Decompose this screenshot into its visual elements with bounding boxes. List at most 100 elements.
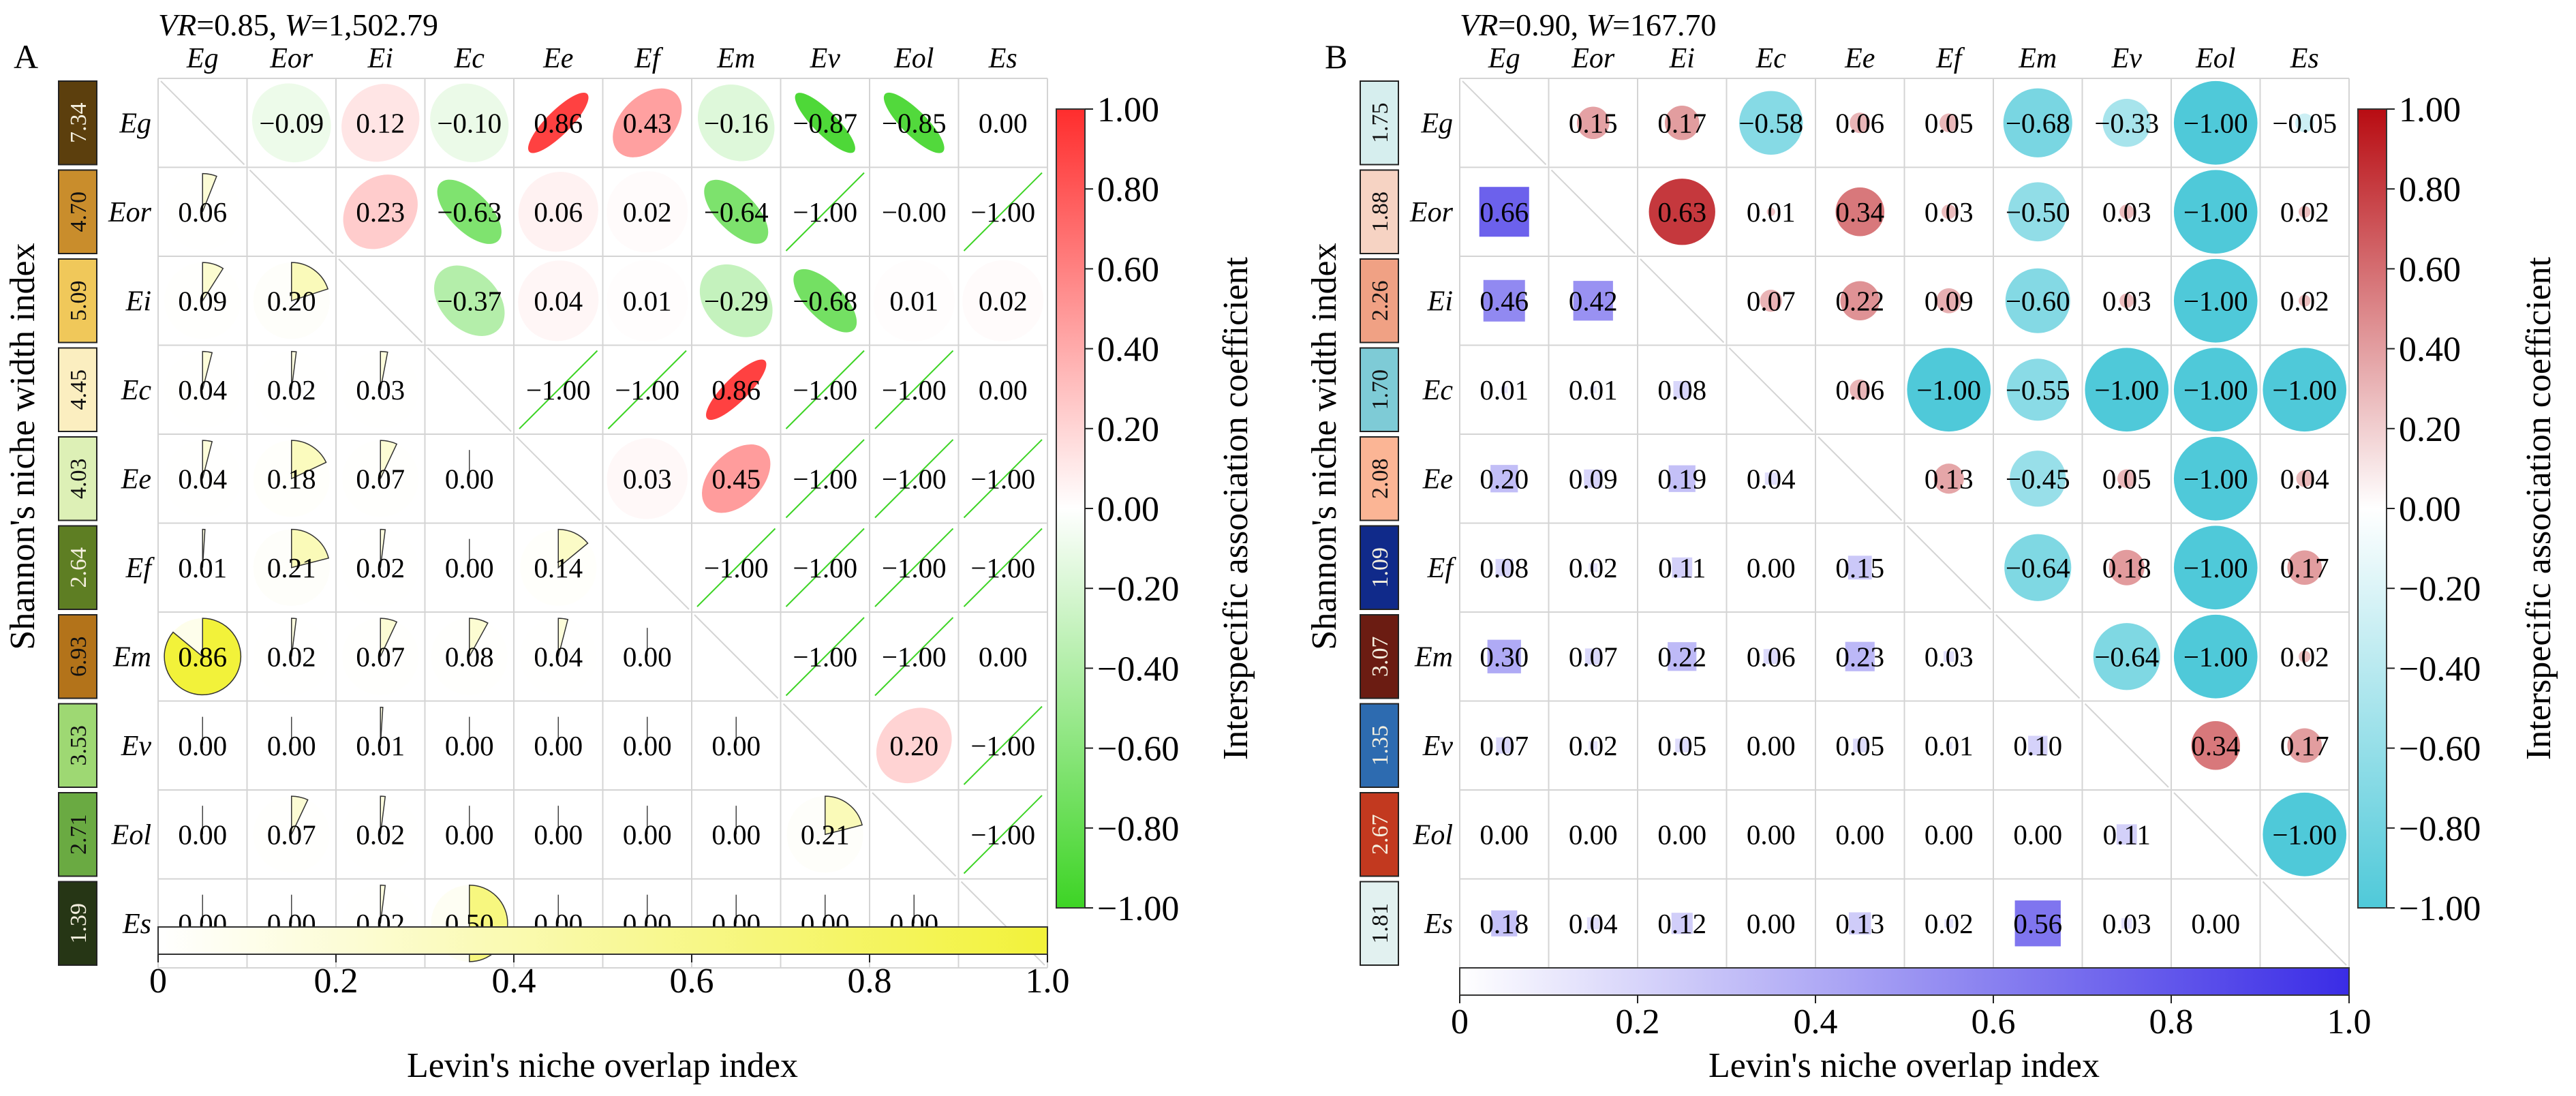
- panel-b-association-value: 0.17: [2280, 730, 2329, 761]
- panel-a-diagonal-slash: [427, 347, 512, 432]
- panel-b-overlap-value: 0.01: [1925, 730, 1974, 761]
- panel-b-association-value: −1.00: [2183, 285, 2248, 316]
- panel-b-association-value: 0.06: [1835, 107, 1884, 138]
- panel-b-association-value: 0.34: [1835, 196, 1884, 228]
- panel-a-association-value: −1.00: [526, 374, 591, 406]
- panel-a-association-value: 0.03: [623, 463, 672, 494]
- panel-b-row-label: Ev: [1422, 731, 1454, 762]
- panel-b-overlap-value: 0.20: [1479, 463, 1529, 494]
- panel-a-overlap-value: 0.00: [445, 730, 494, 761]
- panel-b-diagonal-slash: [1550, 169, 1636, 254]
- panel-a-association-value: −1.00: [793, 196, 857, 228]
- panel-b-association-value: 0.04: [2280, 463, 2329, 494]
- panel-b-overlap-value: 0.00: [2191, 908, 2240, 939]
- panel-a-association-ellipse: [527, 92, 589, 153]
- panel-b-overlap-square: [2121, 917, 2132, 929]
- panel-a-column-label: Em: [716, 43, 755, 74]
- panel-a-column-label: Eor: [269, 43, 313, 74]
- panel-a-association-value: −0.63: [437, 196, 502, 228]
- panel-b-association-value: −1.00: [2183, 374, 2248, 406]
- panel-a-association-ellipse: [613, 88, 682, 157]
- panel-b-overlap-square: [1847, 555, 1872, 580]
- panel-a-association-value: −1.00: [970, 730, 1035, 761]
- panel-a-overlap-wedge: [291, 440, 327, 480]
- panel-b-overlap-square: [1672, 557, 1693, 578]
- panel-b-overlap-value: 0.10: [2013, 730, 2062, 761]
- panel-b-column-label: Ef: [1935, 43, 1965, 74]
- panel-a-shannon-title: Shannon's niche width index: [3, 243, 42, 650]
- panel-b-association-value: −0.68: [2006, 107, 2070, 138]
- panel-a-association-ellipse: [962, 260, 1044, 341]
- panel-a-association-ellipse: [343, 174, 418, 249]
- panel-b-association-circle: [1835, 187, 1885, 237]
- panel-b-overlap-square: [1853, 738, 1867, 752]
- panel-a-association-line: [785, 350, 865, 429]
- panel-a-overlap-value: 0.09: [178, 285, 227, 316]
- panel-b-association-circle: [2109, 549, 2145, 585]
- panel-b-overlap-value: 0.08: [1657, 374, 1706, 406]
- panel-a-overlap-wedge: [291, 262, 329, 302]
- panel-a-overlap-wedge: [202, 440, 213, 479]
- panel-a-overlap-wedge: [164, 618, 242, 696]
- panel-b-overlap-square: [1845, 641, 1875, 671]
- panel-b-overlap-value: 0.00: [1835, 819, 1884, 850]
- panel-b-overlap-value: 0.06: [1747, 641, 1796, 672]
- panel-b-association-circle: [1942, 204, 1957, 219]
- panel-b-association-circle: [1766, 207, 1775, 216]
- panel-b-association-circle: [2119, 204, 2134, 219]
- panel-a-overlap-value: 0.04: [178, 374, 227, 406]
- panel-b-overlap-value: 0.42: [1569, 285, 1618, 316]
- panel-b-association-value: −1.00: [2094, 374, 2159, 406]
- panel-a-association-line: [874, 617, 954, 697]
- panel-a-row-label: Eor: [108, 197, 152, 228]
- panel-a-overlap-tick-label: 0.2: [314, 962, 358, 1001]
- panel-a-association-value: −0.10: [437, 107, 502, 138]
- panel-b-association-value: 0.03: [1925, 196, 1974, 228]
- panel-b-overlap-value: 0.66: [1479, 196, 1529, 228]
- panel-b-shannon-cell: [1360, 703, 1399, 788]
- panel-b-shannon-title: Shannon's niche width index: [1305, 243, 1344, 650]
- panel-a-association-ellipse: [962, 348, 1044, 431]
- panel-b-shannon-value: 2.67: [1368, 815, 1393, 855]
- panel-a-association-ellipse: [606, 260, 688, 342]
- panel-a-association-value: −1.00: [882, 463, 947, 494]
- panel-b-shannon-cell: [1360, 881, 1399, 966]
- panel-b-association-circle: [2173, 526, 2258, 610]
- panel-b-overlap-value: 0.07: [1479, 730, 1529, 761]
- panel-a-association-value: 0.02: [979, 285, 1028, 316]
- panel-b-overlap-value: 0.13: [1835, 908, 1884, 939]
- panel-a-association-value: −0.09: [259, 107, 324, 138]
- panel-b-association-circle: [1936, 288, 1962, 314]
- panel-a-association-line: [963, 705, 1043, 785]
- panel-a-association-value: −0.85: [882, 107, 947, 138]
- panel-b-overlap-tick-label: 0: [1451, 1003, 1469, 1041]
- panel-a-association-value: −1.00: [793, 374, 857, 406]
- panel-a-association-tick-label: 0.60: [1097, 250, 1159, 289]
- panel-b-association-circle: [2102, 99, 2151, 147]
- panel-a-association-ellipse: [962, 82, 1044, 164]
- panel-b-overlap-square: [1945, 742, 1952, 749]
- panel-b-association-circle: [2085, 348, 2169, 432]
- panel-b-association-circle: [1933, 463, 1964, 494]
- panel-a-association-line: [785, 617, 865, 697]
- panel-b-association-value: −1.00: [2183, 196, 2248, 228]
- panel-b-association-value: 0.07: [1747, 285, 1796, 316]
- panel-b-association-tick-label: 1.00: [2399, 91, 2461, 130]
- panel-a-association-value: −1.00: [970, 819, 1035, 850]
- panel-a-overlap-wedge: [291, 350, 297, 390]
- panel-b-diagonal-slash: [1995, 614, 2081, 699]
- panel-b-overlap-square: [1573, 281, 1613, 321]
- panel-b-association-circle: [1840, 281, 1880, 321]
- panel-b-overlap-square: [1495, 559, 1513, 577]
- panel-b-association-circle: [2295, 113, 2314, 132]
- panel-a-overlap-value: 0.07: [356, 463, 405, 494]
- panel-a-overlap-value: 0.00: [445, 819, 494, 850]
- panel-a-association-line: [874, 528, 954, 607]
- panel-b-overlap-tick-label: 1.0: [2327, 1003, 2372, 1041]
- panel-b-overlap-square: [1490, 465, 1518, 493]
- panel-a-overlap-value: 0.00: [534, 730, 583, 761]
- panel-a-association-value: −1.00: [793, 552, 857, 583]
- panel-b-association-value: 0.02: [2280, 285, 2329, 316]
- panel-a-diagonal-slash: [338, 258, 423, 344]
- panel-a-diagonal-slash: [160, 80, 245, 166]
